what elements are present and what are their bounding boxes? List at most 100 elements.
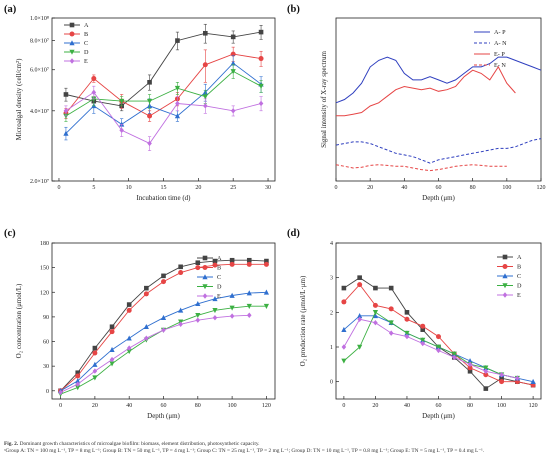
legend-label: E [217, 293, 221, 300]
legend-marker [202, 274, 208, 280]
y-tick-label: 4 [330, 241, 333, 247]
series-line [65, 31, 262, 107]
series-line [65, 62, 262, 134]
x-axis-title: Depth (μm) [422, 194, 455, 202]
y-tick-label: 8.0×10⁷ [30, 39, 49, 45]
data-point [126, 307, 132, 313]
legend-label: E- N [494, 62, 506, 69]
data-point [246, 290, 252, 296]
legend-marker [202, 255, 208, 261]
data-point [91, 89, 97, 96]
data-point [229, 305, 235, 311]
data-point [258, 83, 264, 89]
legend-label: E [84, 58, 88, 65]
y-tick-label: 180 [40, 241, 49, 247]
legend-marker [502, 264, 508, 269]
data-point [467, 368, 473, 374]
data-point [357, 344, 363, 350]
y-tick-label: 4.0×10⁷ [30, 109, 49, 115]
data-point [357, 282, 363, 288]
legend-label: C [517, 273, 521, 280]
data-point [341, 326, 347, 332]
data-point [202, 94, 208, 100]
data-point [483, 372, 489, 378]
x-tick-label: 10 [126, 185, 132, 191]
data-point [109, 361, 115, 367]
legend-label: B [217, 265, 221, 272]
plot-frame [51, 242, 276, 400]
data-point [263, 261, 269, 267]
panel-label: (d) [287, 228, 300, 239]
legend-marker [69, 40, 75, 46]
x-tick-label: 60 [436, 403, 442, 409]
legend-marker [69, 22, 75, 28]
data-point [212, 308, 218, 314]
data-point [161, 327, 166, 333]
data-point [174, 85, 181, 92]
panel-label: (a) [4, 4, 17, 15]
data-point [451, 354, 457, 361]
x-tick-label: 80 [470, 185, 476, 191]
legend-label: A [217, 255, 222, 262]
series-line [335, 138, 542, 164]
data-point [212, 262, 218, 268]
data-point [246, 312, 252, 318]
data-point [436, 347, 441, 354]
data-point [341, 358, 347, 364]
series-line [65, 53, 262, 117]
data-point [229, 292, 235, 298]
series-b [58, 261, 269, 394]
x-tick-label: 40 [401, 185, 407, 191]
data-point [161, 273, 166, 279]
x-axis-title: Depth (μm) [422, 412, 455, 420]
legend-marker [69, 31, 75, 37]
data-point [483, 365, 489, 371]
data-point [63, 92, 69, 97]
data-point [341, 344, 347, 350]
series-line [336, 65, 516, 117]
data-point [92, 345, 98, 351]
data-point [178, 270, 184, 276]
series-b [341, 282, 536, 388]
data-point [92, 368, 98, 374]
x-tick-label: 25 [230, 185, 236, 191]
y-tick-label: 150 [40, 266, 49, 272]
plot-frame [335, 17, 542, 182]
x-tick-label: 15 [161, 185, 167, 191]
data-point [420, 323, 426, 329]
legend-label: A [84, 22, 89, 29]
legend-marker [502, 292, 508, 298]
x-tick-label: 0 [335, 185, 338, 191]
y-tick-label: 30 [43, 364, 49, 370]
series-a-p [335, 56, 542, 104]
data-point [175, 38, 180, 43]
legend: A- P A- N E- P E- N [474, 29, 507, 69]
series-a-n [335, 138, 542, 164]
data-point [230, 108, 236, 114]
series-e [341, 316, 520, 381]
data-point [388, 285, 394, 291]
data-point [126, 349, 132, 355]
panel-a: (a) 0 5 10 15 20 25 30 2.0×10⁷ 4.0×10⁷ 6.0×10⁷ 8.0×… [4, 4, 276, 202]
data-point [357, 313, 363, 319]
legend-marker [202, 284, 208, 290]
y-tick-label: 3 [330, 276, 333, 282]
data-point [75, 378, 81, 384]
data-point [515, 375, 520, 381]
data-point [143, 291, 149, 297]
legend-label: A- N [494, 40, 507, 47]
series-c [57, 289, 270, 394]
data-point [109, 329, 115, 335]
legend-label: D [517, 283, 522, 290]
legend-marker [69, 49, 75, 55]
caption-title: Fig. 2. [4, 441, 19, 447]
series-e [63, 85, 264, 151]
legend-marker [502, 273, 508, 279]
panel-d: (d) 0 20 40 60 80 100 120 0 1 2 3 4 Depth (μm) O₂ prod… [287, 228, 542, 420]
data-point [212, 296, 218, 302]
data-point [263, 289, 270, 295]
data-point [258, 100, 264, 107]
y-tick-label: 120 [40, 290, 49, 296]
